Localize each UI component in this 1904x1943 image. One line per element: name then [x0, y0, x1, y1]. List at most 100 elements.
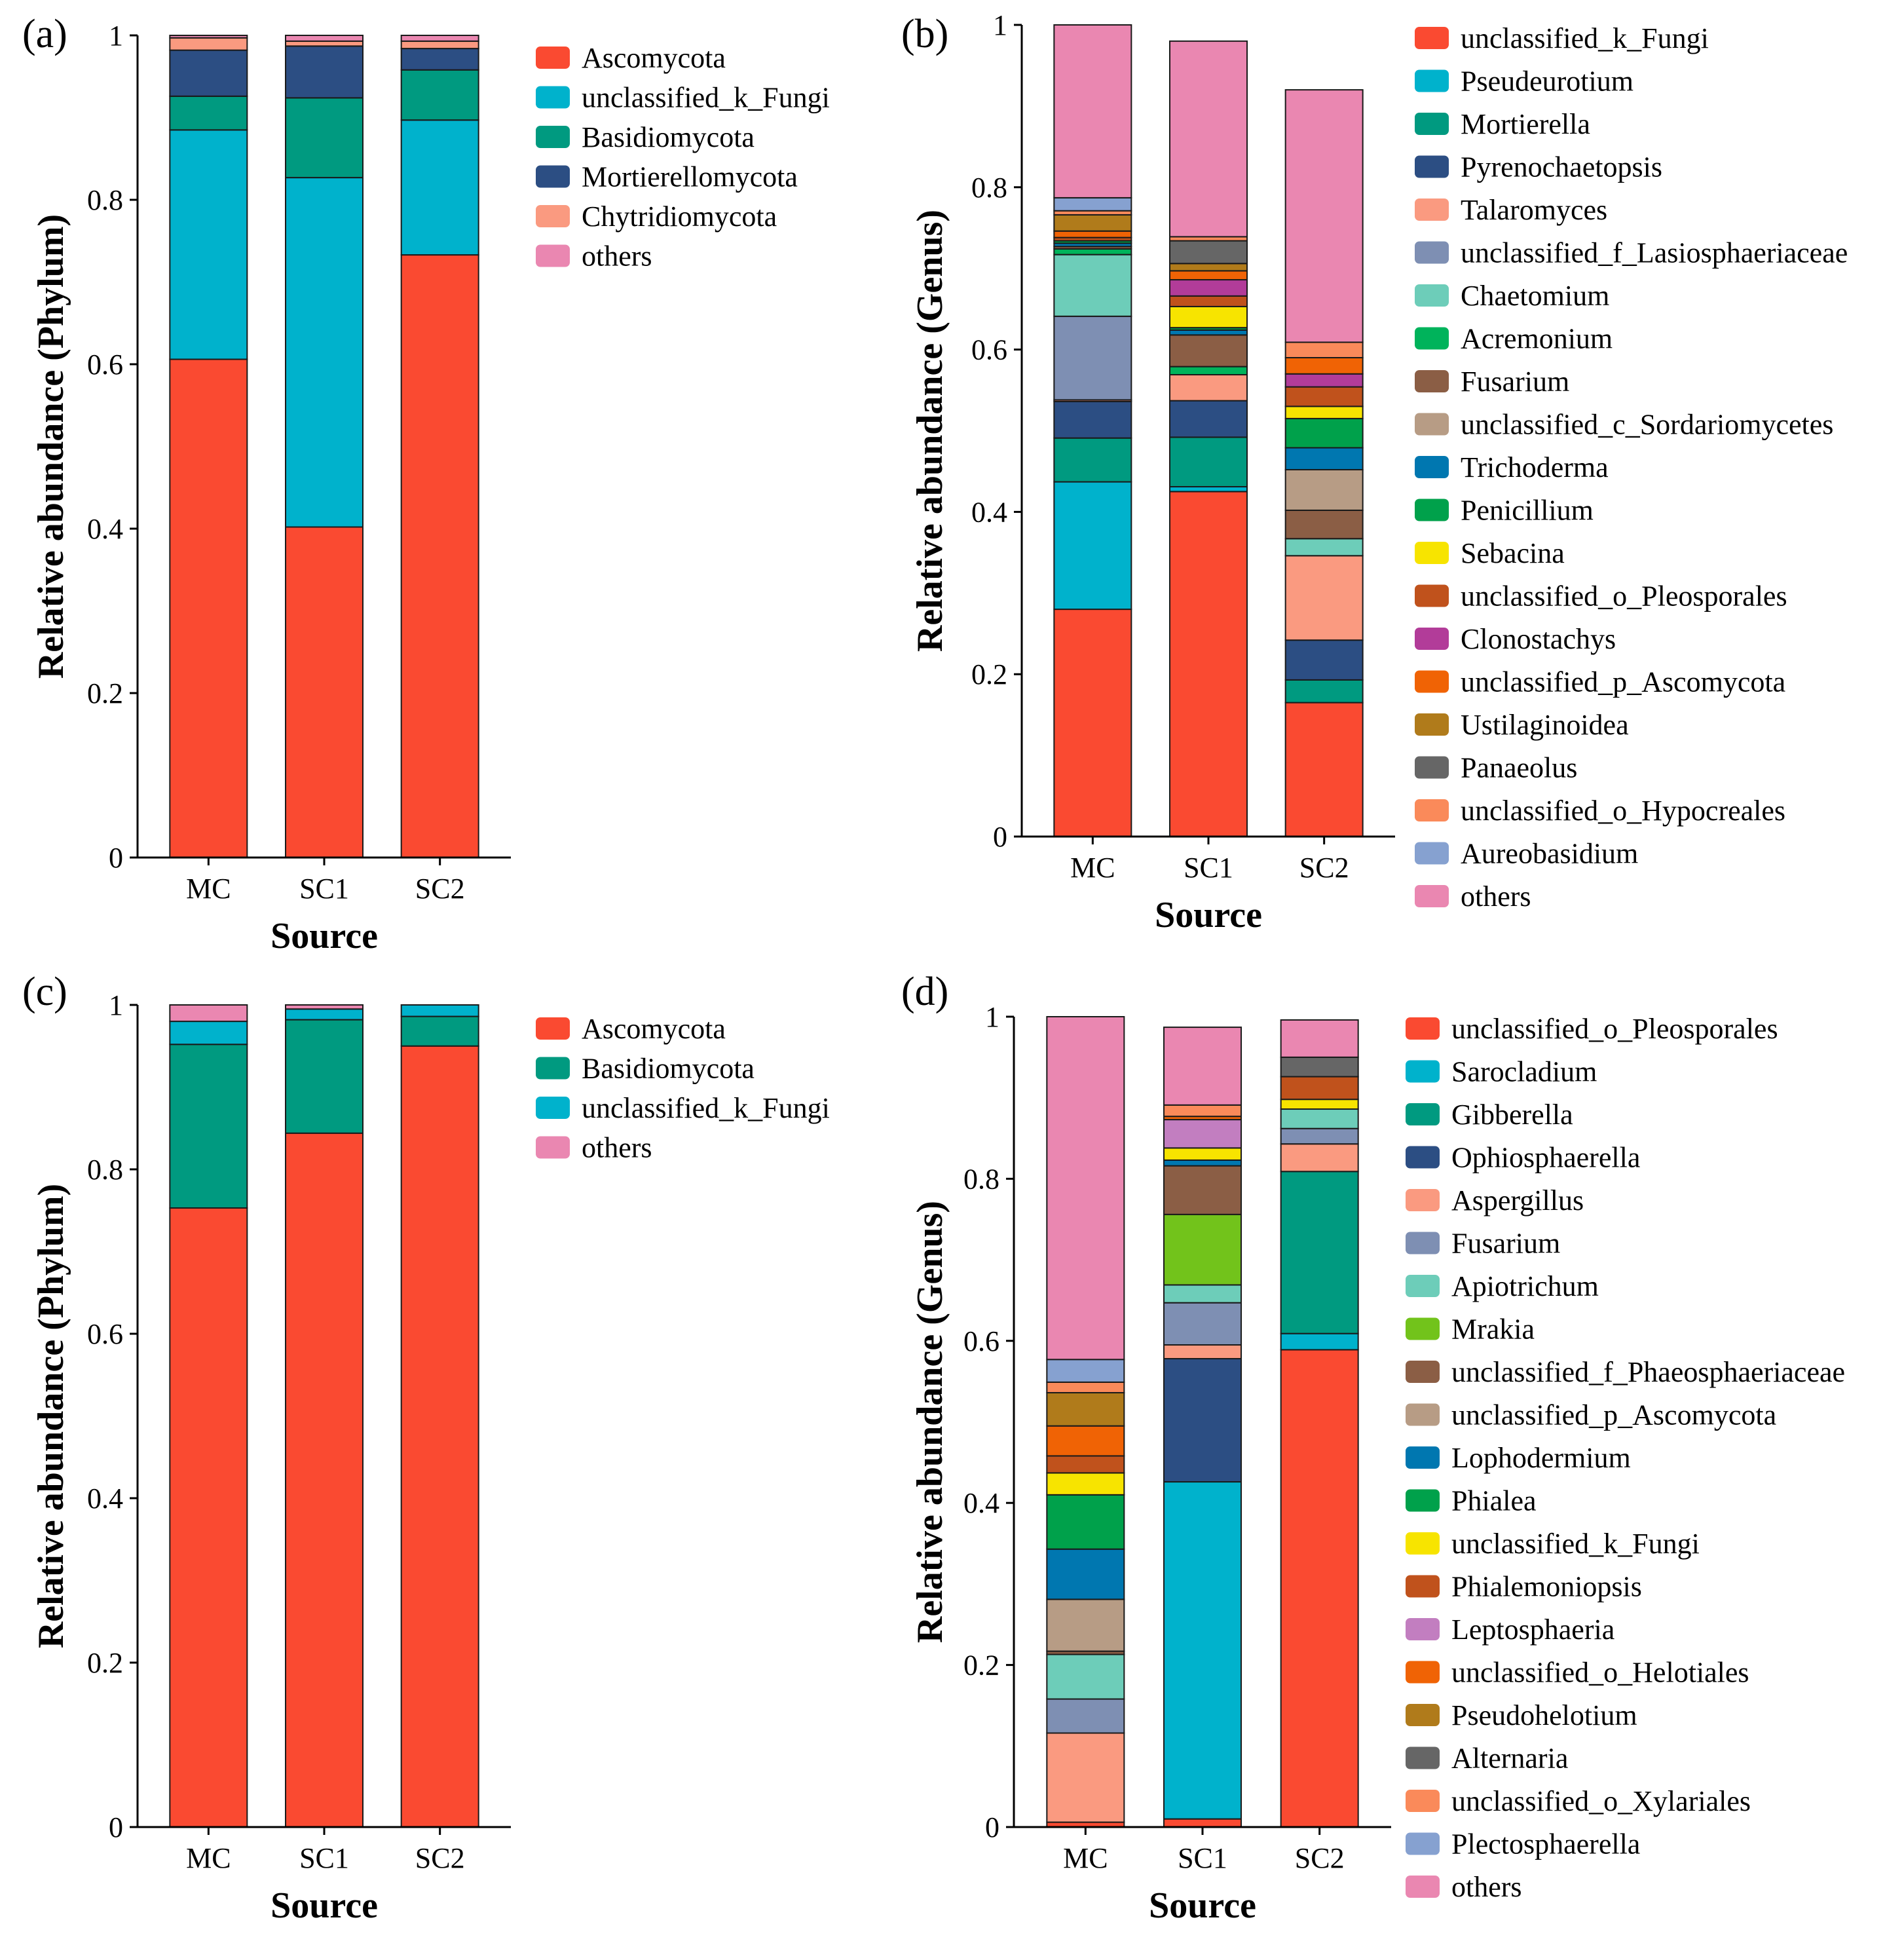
legend-label: Mortierella — [1461, 108, 1590, 140]
bar-segment — [1169, 491, 1248, 837]
bar-segment — [1284, 639, 1364, 681]
legend-label: Chytridiomycota — [582, 200, 777, 233]
y-tick-label: 1 — [109, 20, 123, 52]
y-tick-label: 0 — [993, 821, 1007, 853]
bar-segment — [1163, 1358, 1242, 1483]
legend-swatch — [1415, 27, 1449, 49]
legend-label: Fusarium — [1461, 366, 1569, 398]
bar-segment — [285, 97, 364, 179]
legend-swatch — [1415, 670, 1449, 693]
bar-segment — [1280, 1108, 1359, 1129]
bar-segment — [1163, 1344, 1242, 1360]
legend-swatch — [536, 1097, 570, 1119]
legend-swatch — [1406, 1017, 1440, 1040]
legend-label: Ophiosphaerella — [1451, 1142, 1640, 1174]
bar-segment — [1169, 374, 1248, 402]
legend-swatch — [1406, 1275, 1440, 1297]
y-tick-label: 0.2 — [963, 1650, 999, 1682]
bar-segment — [400, 254, 479, 858]
bar-segment — [1284, 356, 1364, 375]
legend-swatch — [1415, 370, 1449, 392]
legend-swatch — [1415, 584, 1449, 607]
y-tick-label: 0.6 — [963, 1325, 999, 1357]
bar-segment — [1169, 436, 1248, 487]
legend-swatch — [1415, 155, 1449, 178]
panel-label: (d) — [901, 970, 948, 1014]
bar-segment — [1053, 24, 1132, 198]
legend-label: unclassified_o_Helotiales — [1451, 1657, 1749, 1689]
bar-segment — [1046, 1425, 1125, 1457]
y-tick-label: 0.8 — [87, 1154, 123, 1186]
stacked-bar-SC2 — [400, 1004, 479, 1828]
stacked-bar-SC1 — [285, 1004, 364, 1828]
bar-segment — [1053, 248, 1132, 255]
y-tick-label: 0.6 — [971, 334, 1007, 366]
bar-segment — [1053, 481, 1132, 611]
legend-label: unclassified_p_Ascomycota — [1451, 1399, 1776, 1431]
legend-label: unclassified_p_Ascomycota — [1461, 666, 1785, 698]
legend-swatch — [1406, 1790, 1440, 1812]
legend-label: Pseudeurotium — [1461, 66, 1633, 98]
legend-swatch — [1415, 198, 1449, 221]
bar-segment — [1280, 1076, 1359, 1101]
bar-segment — [1284, 341, 1364, 358]
legend-label: others — [582, 1132, 652, 1164]
bar-segment — [1280, 1056, 1359, 1078]
y-tick-label: 0.4 — [87, 513, 123, 545]
legend-swatch — [1415, 842, 1449, 865]
y-tick-label: 0.8 — [971, 172, 1007, 204]
legend-label: Leptosphaeria — [1451, 1613, 1615, 1646]
legend-label: Sarocladium — [1451, 1056, 1597, 1088]
legend-label: Ascomycota — [582, 42, 726, 74]
bar-segment — [1284, 702, 1364, 837]
stacked-bar-MC — [169, 1004, 248, 1828]
stacked-bar-SC2 — [1280, 1019, 1359, 1828]
bar-segment — [1163, 1213, 1242, 1286]
bar-segment — [1169, 263, 1248, 272]
legend-label: Pseudohelotium — [1451, 1699, 1637, 1731]
bar-segment — [1046, 1455, 1125, 1474]
bar-segment — [1046, 1472, 1125, 1496]
y-tick-label: 0.6 — [87, 349, 123, 381]
stacked-bar-MC — [1046, 1016, 1125, 1828]
bar-segment — [1046, 1381, 1125, 1393]
legend-swatch — [1406, 1575, 1440, 1598]
legend-swatch — [1406, 1876, 1440, 1898]
bar-segment — [1046, 1359, 1125, 1383]
legend-swatch — [1406, 1489, 1440, 1512]
bar-segment — [1280, 1127, 1359, 1145]
y-axis-title: Relative abundance (Genus) — [910, 210, 950, 652]
y-tick-label: 1 — [993, 9, 1007, 41]
legend-label: others — [1451, 1871, 1522, 1903]
bar-segment — [1284, 555, 1364, 641]
bar-segment — [1284, 509, 1364, 540]
bar-segment — [1053, 437, 1132, 483]
legend-label: unclassified_o_Hypocreales — [1461, 795, 1785, 827]
y-tick-label: 0.4 — [87, 1482, 123, 1515]
bar-segment — [169, 49, 248, 97]
legend-swatch — [536, 1017, 570, 1040]
bar-segment — [1280, 1019, 1359, 1058]
legend-swatch — [1406, 1403, 1440, 1426]
legend-swatch — [536, 86, 570, 109]
bar-segment — [285, 1008, 364, 1021]
x-tick-label: SC2 — [1295, 1842, 1345, 1874]
legend-swatch — [1406, 1704, 1440, 1726]
bar-segment — [400, 1004, 479, 1017]
legend-label: Fusarium — [1451, 1228, 1560, 1260]
bar-segment — [169, 35, 248, 39]
y-tick-label: 0.2 — [87, 1647, 123, 1679]
bar-segment — [1053, 197, 1132, 212]
chart-panel-b: (b) MC SC1 SC2 0 0.2 0.4 0.6 0.8 1 Source Relative … — [901, 9, 1848, 935]
legend-label: Plectosphaerella — [1451, 1828, 1640, 1860]
legend-swatch — [536, 165, 570, 188]
panel-label: (a) — [22, 12, 67, 56]
legend-label: Phialea — [1451, 1485, 1537, 1517]
legend-label: Acremonium — [1461, 323, 1613, 355]
bar-segment — [169, 1044, 248, 1209]
bar-segment — [1169, 270, 1248, 281]
bar-segment — [1280, 1099, 1359, 1110]
legend-swatch — [1406, 1060, 1440, 1083]
x-tick-label: MC — [1063, 1842, 1108, 1874]
bar-segment — [1053, 230, 1132, 238]
